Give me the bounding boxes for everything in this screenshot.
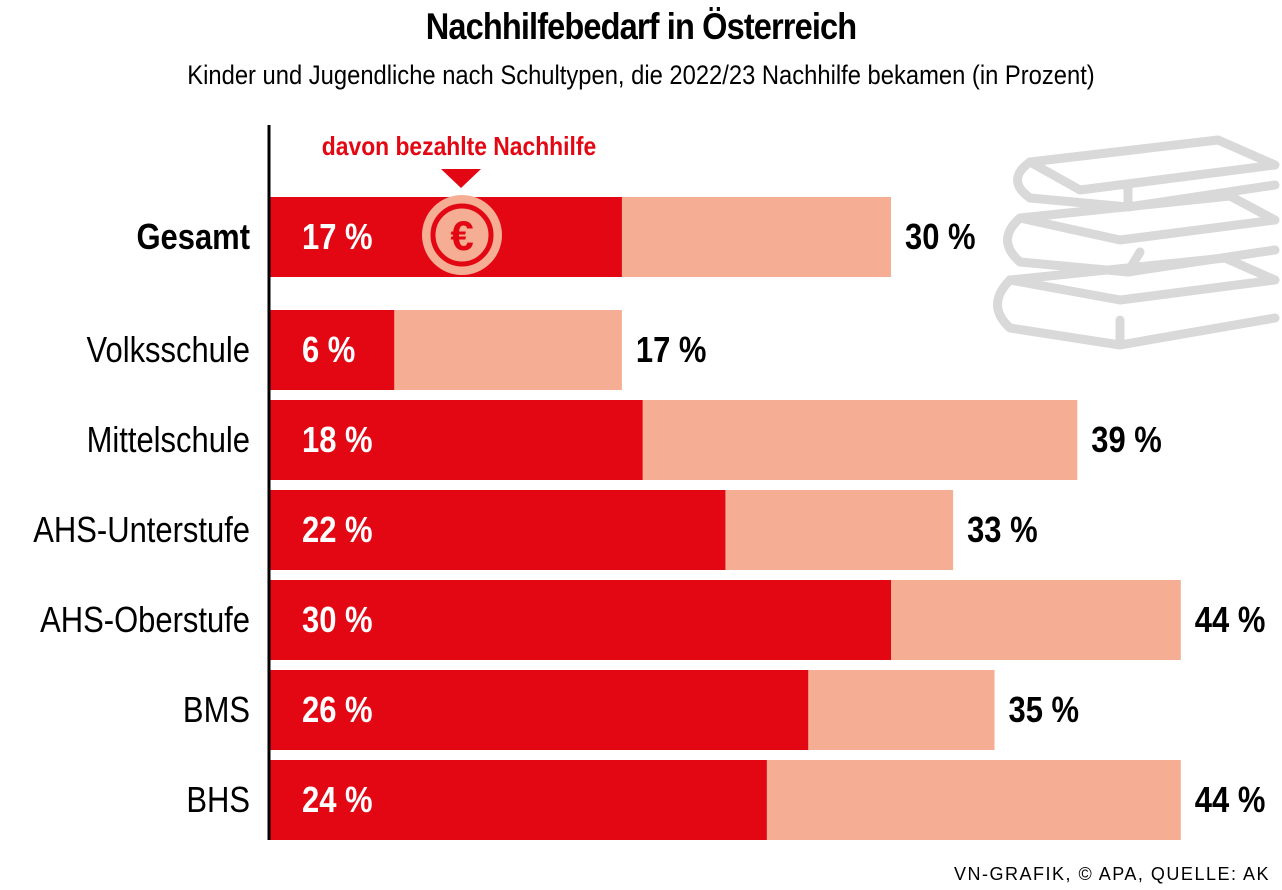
paid-value-label: 24 % bbox=[302, 781, 373, 821]
total-value-label: 30 % bbox=[905, 218, 976, 258]
paid-value-label: 22 % bbox=[302, 511, 373, 551]
bar-paid-2 bbox=[270, 400, 643, 480]
total-value-label: 17 % bbox=[636, 331, 707, 371]
bars-layer: Gesamt 17 % 30 % Volksschule 6 % 17 % Mittelsc… bbox=[33, 197, 1265, 840]
total-value-label: 39 % bbox=[1091, 421, 1162, 461]
total-value-label: 35 % bbox=[1009, 691, 1080, 731]
category-label: AHS-Oberstufe bbox=[40, 601, 250, 641]
bar-paid-4 bbox=[270, 580, 891, 660]
paid-value-label: 17 % bbox=[302, 218, 373, 258]
category-label: AHS-Unterstufe bbox=[33, 511, 250, 551]
annotation-arrow-icon bbox=[441, 169, 481, 188]
source-credit: VN-GRAFIK, © APA, QUELLE: AK bbox=[953, 864, 1270, 884]
paid-value-label: 26 % bbox=[302, 691, 373, 731]
bar-paid-5 bbox=[270, 670, 809, 750]
paid-value-label: 18 % bbox=[302, 421, 373, 461]
total-value-label: 44 % bbox=[1195, 781, 1266, 821]
bar-paid-3 bbox=[270, 490, 726, 570]
paid-annotation-label: davon bezahlte Nachhilfe bbox=[322, 133, 596, 162]
euro-symbol: € bbox=[450, 212, 473, 259]
total-value-label: 44 % bbox=[1195, 601, 1266, 641]
category-label: BMS bbox=[183, 691, 250, 731]
bar-paid-6 bbox=[270, 760, 767, 840]
chart-subtitle: Kinder und Jugendliche nach Schultypen, … bbox=[187, 60, 1095, 90]
category-label: Volksschule bbox=[87, 331, 250, 371]
paid-value-label: 6 % bbox=[302, 331, 355, 371]
euro-coin-icon: € bbox=[422, 195, 502, 275]
total-value-label: 33 % bbox=[967, 511, 1038, 551]
category-label: Mittelschule bbox=[87, 421, 250, 461]
paid-value-label: 30 % bbox=[302, 601, 373, 641]
book-stack-icon bbox=[993, 135, 1280, 350]
category-label: Gesamt bbox=[136, 218, 250, 258]
chart-title: Nachhilfebedarf in Österreich bbox=[425, 6, 857, 47]
bar-paid-1 bbox=[270, 310, 395, 390]
category-label: BHS bbox=[186, 781, 250, 821]
